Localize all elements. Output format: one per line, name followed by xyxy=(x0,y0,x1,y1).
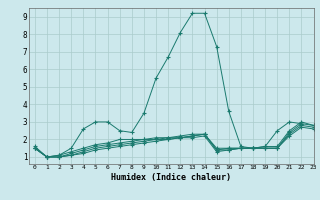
X-axis label: Humidex (Indice chaleur): Humidex (Indice chaleur) xyxy=(111,173,231,182)
